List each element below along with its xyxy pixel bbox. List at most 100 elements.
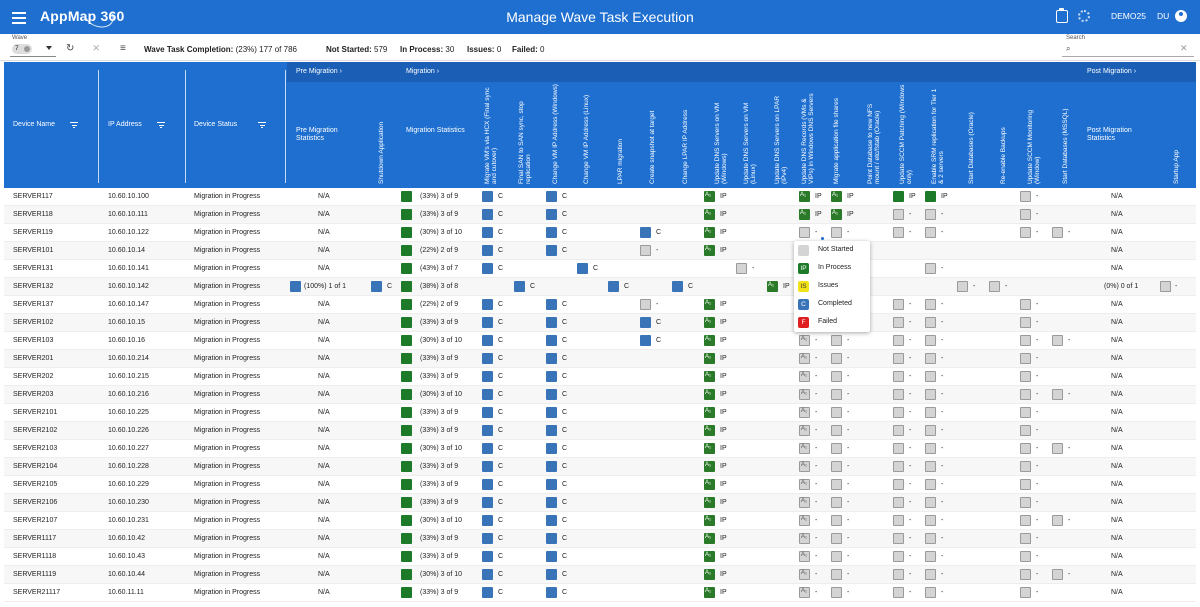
task-status-icon[interactable]	[925, 551, 936, 562]
task-status-icon[interactable]	[640, 299, 651, 310]
task-status-icon[interactable]	[925, 371, 936, 382]
task-status-icon[interactable]	[925, 461, 936, 472]
search-input[interactable]	[1062, 56, 1194, 57]
task-status-icon[interactable]	[482, 371, 493, 382]
clear-filter-icon[interactable]: ⨯	[92, 43, 101, 54]
task-status-icon[interactable]	[482, 317, 493, 328]
table-row[interactable]: SERVER102 10.60.10.15 Migration in Progres…	[4, 314, 1196, 332]
task-status-icon[interactable]	[831, 407, 842, 418]
col-startup-app[interactable]: Startup App	[1171, 84, 1185, 184]
status-option-completed[interactable]: C Completed	[798, 296, 866, 312]
task-status-icon[interactable]	[482, 227, 493, 238]
task-status-icon[interactable]	[925, 317, 936, 328]
task-status-icon[interactable]	[1052, 569, 1063, 580]
task-status-icon[interactable]	[925, 407, 936, 418]
menu-icon[interactable]	[12, 9, 26, 25]
task-status-icon[interactable]	[1020, 317, 1031, 328]
task-status-icon[interactable]	[546, 425, 557, 436]
task-status-icon[interactable]	[799, 371, 810, 382]
col-task-15[interactable]: Enable SRM replication for Tier 1 & 2 se…	[929, 84, 945, 184]
col-ip-address[interactable]: IP Address	[108, 121, 142, 128]
task-status-icon[interactable]	[546, 461, 557, 472]
filter-icon[interactable]	[157, 122, 165, 128]
task-status-icon[interactable]	[831, 209, 842, 220]
task-status-icon[interactable]	[799, 335, 810, 346]
task-status-icon[interactable]	[704, 425, 715, 436]
task-status-icon[interactable]	[957, 281, 968, 292]
chevron-down-icon[interactable]	[46, 46, 52, 50]
task-status-icon[interactable]	[1020, 515, 1031, 526]
task-status-icon[interactable]	[546, 335, 557, 346]
task-status-icon[interactable]	[546, 569, 557, 580]
user-initials[interactable]: DU	[1157, 11, 1170, 21]
table-row[interactable]: SERVER203 10.60.10.216 Migration in Progre…	[4, 386, 1196, 404]
chip-clear-icon[interactable]	[24, 46, 30, 52]
close-icon[interactable]: ✕	[1180, 43, 1188, 53]
task-status-icon[interactable]	[925, 443, 936, 454]
col-task-12[interactable]: Migrate application file shares	[831, 84, 845, 184]
device-name-cell[interactable]: SERVER119	[13, 229, 53, 236]
task-status-icon[interactable]	[893, 353, 904, 364]
task-status-icon[interactable]	[546, 515, 557, 526]
refresh-icon[interactable]: ↻	[66, 43, 75, 54]
task-status-icon[interactable]	[799, 443, 810, 454]
table-row[interactable]: SERVER2105 10.60.10.229 Migration in Progr…	[4, 476, 1196, 494]
task-status-icon[interactable]	[831, 515, 842, 526]
task-status-icon[interactable]	[1052, 335, 1063, 346]
col-task-4[interactable]: Change VM IP Address (Linux)	[581, 84, 595, 184]
task-status-icon[interactable]	[893, 299, 904, 310]
task-status-icon[interactable]	[925, 497, 936, 508]
task-status-icon[interactable]	[925, 587, 936, 598]
task-status-icon[interactable]	[672, 281, 683, 292]
table-row[interactable]: SERVER131 10.60.10.141 Migration in Progre…	[4, 260, 1196, 278]
startup-app-status-icon[interactable]	[1160, 281, 1171, 292]
col-device-status[interactable]: Device Status	[194, 121, 237, 128]
task-status-icon[interactable]	[704, 533, 715, 544]
task-status-icon[interactable]	[799, 497, 810, 508]
table-row[interactable]: SERVER132 10.60.10.142 Migration in Progre…	[4, 278, 1196, 296]
table-row[interactable]: SERVER117 10.60.10.100 Migration in Progre…	[4, 188, 1196, 206]
task-status-icon[interactable]	[893, 515, 904, 526]
task-status-icon[interactable]	[546, 389, 557, 400]
col-task-1[interactable]: Migrate VM's via HCX (Final sync and cut…	[482, 84, 498, 184]
task-status-icon[interactable]	[546, 587, 557, 598]
task-status-icon[interactable]	[546, 209, 557, 220]
task-status-icon[interactable]	[831, 533, 842, 544]
task-status-icon[interactable]	[1052, 227, 1063, 238]
task-status-icon[interactable]	[925, 227, 936, 238]
task-status-icon[interactable]	[925, 569, 936, 580]
device-name-cell[interactable]: SERVER137	[13, 301, 54, 308]
device-name-cell[interactable]: SERVER203	[13, 391, 54, 398]
task-status-icon[interactable]	[1052, 515, 1063, 526]
task-status-icon[interactable]	[893, 425, 904, 436]
task-status-icon[interactable]	[514, 281, 525, 292]
task-status-icon[interactable]	[893, 551, 904, 562]
task-status-icon[interactable]	[893, 227, 904, 238]
col-task-11[interactable]: Update DNS Records (VMs & VIPs) in Windo…	[799, 84, 815, 184]
table-row[interactable]: SERVER118 10.60.10.111 Migration in Progre…	[4, 206, 1196, 224]
task-status-icon[interactable]	[736, 263, 747, 274]
task-status-icon[interactable]	[799, 533, 810, 544]
col-task-5[interactable]: LPAR migration	[615, 84, 629, 184]
col-task-14[interactable]: Update SCCM Patching (Windows only)	[897, 84, 913, 184]
task-status-icon[interactable]	[482, 299, 493, 310]
task-status-icon[interactable]	[482, 587, 493, 598]
device-name-cell[interactable]: SERVER2103	[13, 445, 58, 452]
task-status-icon[interactable]	[482, 551, 493, 562]
task-status-icon[interactable]	[482, 245, 493, 256]
task-status-icon[interactable]	[893, 461, 904, 472]
device-name-cell[interactable]: SERVER201	[13, 355, 54, 362]
task-status-icon[interactable]	[704, 407, 715, 418]
device-name-cell[interactable]: SERVER132	[13, 283, 54, 290]
task-status-icon[interactable]	[893, 335, 904, 346]
col-task-13[interactable]: Point Database to new NFS mount / etc/fs…	[865, 84, 881, 184]
table-row[interactable]: SERVER101 10.60.10.14 Migration in Progres…	[4, 242, 1196, 260]
device-name-cell[interactable]: SERVER2102	[13, 427, 58, 434]
table-row[interactable]: SERVER2102 10.60.10.226 Migration in Progr…	[4, 422, 1196, 440]
task-status-icon[interactable]	[831, 461, 842, 472]
task-status-icon[interactable]	[1052, 443, 1063, 454]
col-task-6[interactable]: Create snapshot at target	[647, 84, 661, 184]
task-status-icon[interactable]	[546, 245, 557, 256]
task-status-icon[interactable]	[1020, 587, 1031, 598]
task-status-icon[interactable]	[1020, 551, 1031, 562]
